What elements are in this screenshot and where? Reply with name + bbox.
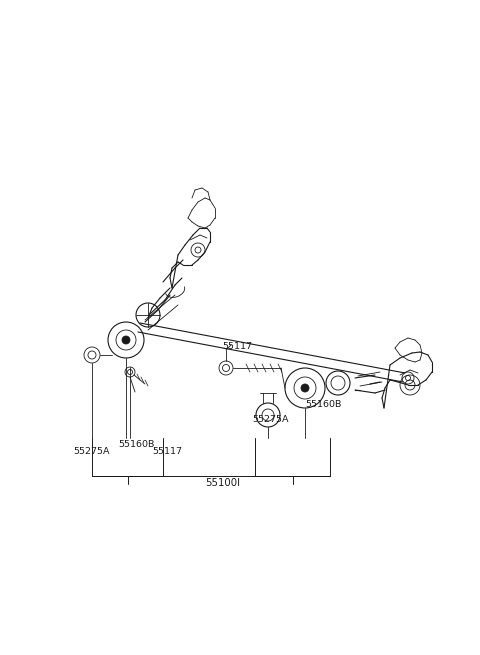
Text: 55100I: 55100I bbox=[205, 478, 240, 488]
Circle shape bbox=[122, 336, 130, 344]
Text: 55275A: 55275A bbox=[73, 447, 109, 456]
Text: 55117: 55117 bbox=[152, 447, 182, 456]
Text: 55160B: 55160B bbox=[305, 400, 341, 409]
Text: 55117: 55117 bbox=[222, 342, 252, 351]
Text: 55160B: 55160B bbox=[118, 440, 155, 449]
Circle shape bbox=[301, 384, 309, 392]
Text: 55275A: 55275A bbox=[252, 415, 288, 424]
